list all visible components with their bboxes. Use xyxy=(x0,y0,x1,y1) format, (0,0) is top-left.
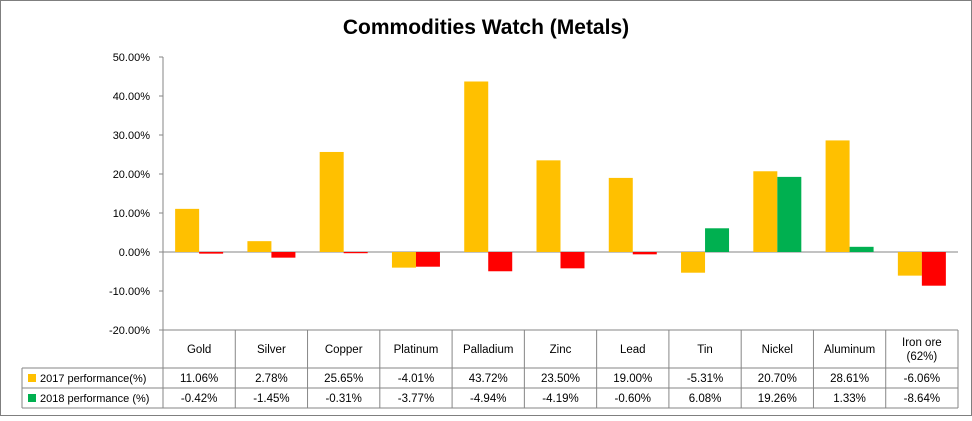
bar-2017-zinc xyxy=(536,160,561,252)
y-tick-label: -10.00% xyxy=(109,286,150,298)
bar-2017-palladium xyxy=(464,81,489,252)
category-label: Palladium xyxy=(463,344,514,356)
data-label-2018: 6.08% xyxy=(689,393,722,405)
data-label-2017: 23.50% xyxy=(541,373,580,385)
bar-2017-tin xyxy=(681,252,706,273)
data-label-2018: -3.77% xyxy=(398,393,434,405)
data-label-2017: -4.01% xyxy=(398,373,434,385)
bar-2017-gold xyxy=(175,208,200,252)
data-label-2017: 11.06% xyxy=(180,373,218,385)
bar-2018-nickel xyxy=(777,176,802,252)
data-label-2018: 19.26% xyxy=(758,393,797,405)
data-label-2017: -6.06% xyxy=(904,373,940,385)
data-label-2018: -0.42% xyxy=(181,393,217,405)
y-tick-label: 40.00% xyxy=(113,91,151,103)
data-label-2017: 20.70% xyxy=(758,373,797,385)
bar-2017-lead xyxy=(608,177,633,252)
bar-2017-nickel xyxy=(753,171,778,252)
bar-2017-platinum xyxy=(391,252,416,268)
category-label: Silver xyxy=(257,344,286,356)
y-tick-label: 50.00% xyxy=(113,52,151,64)
data-label-2017: 43.72% xyxy=(469,373,508,385)
bar-2018-iron-ore-62- xyxy=(921,252,946,286)
category-label: Nickel xyxy=(762,344,793,356)
data-table: Gold Silver Copper Platinum Palladium Zinc Lea… xyxy=(21,329,959,409)
bars xyxy=(175,81,946,286)
y-tick-label: -20.00% xyxy=(109,325,150,337)
category-label: Iron ore xyxy=(902,337,942,349)
y-axis: 50.00% 40.00% 30.00% 20.00% 10.00% 0.00% -10.0… xyxy=(109,52,958,337)
bar-2018-tin xyxy=(705,228,730,252)
data-label-2018: -8.64% xyxy=(904,393,940,405)
bar-2017-silver xyxy=(247,241,272,252)
data-label-2018: -0.31% xyxy=(325,393,361,405)
y-tick-label: 20.00% xyxy=(113,169,151,181)
category-label: Tin xyxy=(697,344,713,356)
bar-2017-copper xyxy=(319,151,344,252)
category-label: Gold xyxy=(187,344,211,356)
data-label-2018: -0.60% xyxy=(615,393,651,405)
bar-2018-silver xyxy=(271,252,296,258)
data-label-2017: -5.31% xyxy=(687,373,723,385)
legend-label-2018: 2018 performance (%) xyxy=(40,393,149,405)
legend-label-2017: 2017 performance(%) xyxy=(40,373,146,385)
y-tick-label: 10.00% xyxy=(113,208,151,220)
data-label-2018: -4.94% xyxy=(470,393,506,405)
data-label-2017: 2.78% xyxy=(255,373,288,385)
bar-2018-zinc xyxy=(560,252,585,269)
legend-key-2017 xyxy=(28,374,36,382)
category-label: Zinc xyxy=(550,344,572,356)
data-label-2017: 25.65% xyxy=(324,373,363,385)
chart-title: Commodities Watch (Metals) xyxy=(343,16,629,39)
data-label-2018: -1.45% xyxy=(253,393,289,405)
data-label-2018: 1.33% xyxy=(833,393,866,405)
category-label: Copper xyxy=(325,344,363,356)
legend-key-2018 xyxy=(28,394,36,402)
y-tick-label: 0.00% xyxy=(119,247,150,259)
category-label: Platinum xyxy=(394,344,439,356)
category-label: Lead xyxy=(620,344,646,356)
bar-2018-gold xyxy=(199,252,224,254)
bar-2018-copper xyxy=(343,252,368,254)
bar-2017-aluminum xyxy=(825,140,850,252)
bar-2018-platinum xyxy=(415,252,440,267)
bar-2017-iron-ore-62- xyxy=(897,252,922,276)
category-label: Aluminum xyxy=(824,344,875,356)
data-label-2017: 28.61% xyxy=(830,373,869,385)
data-label-2018: -4.19% xyxy=(542,393,578,405)
y-tick-label: 30.00% xyxy=(113,130,151,142)
bar-2018-lead xyxy=(632,252,657,255)
bar-2018-palladium xyxy=(488,252,513,272)
bar-2018-aluminum xyxy=(849,246,874,252)
category-label: (62%) xyxy=(907,351,938,363)
data-label-2017: 19.00% xyxy=(613,373,652,385)
